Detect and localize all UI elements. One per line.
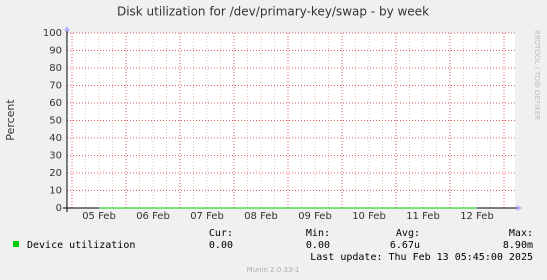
day-grid — [67, 32, 515, 209]
y-tick-label: 40 — [49, 133, 62, 144]
stat-header: Max: — [509, 228, 533, 239]
stat-value: 0.00 — [306, 240, 330, 251]
y-tick-label: 30 — [49, 151, 62, 162]
y-tick-label: 0 — [56, 203, 62, 214]
stat-value: 0.00 — [209, 240, 233, 251]
x-tick-label: 07 Feb — [190, 211, 224, 222]
chart-title: Disk utilization for /dev/primary-key/sw… — [117, 5, 429, 19]
plot-area — [67, 33, 515, 208]
y-tick-label: 80 — [49, 63, 62, 74]
y-tick-label: 10 — [49, 186, 62, 197]
x-arrow — [517, 205, 522, 211]
side-label: RRDTOOL / TOBI OETIKER — [533, 30, 541, 120]
x-tick-label: 05 Feb — [82, 211, 116, 222]
stat-header: Cur: — [209, 228, 233, 239]
last-update: Last update: Thu Feb 13 05:45:00 2025 — [310, 252, 533, 263]
y-tick-label: 50 — [49, 116, 62, 127]
x-tick-label: 11 Feb — [406, 211, 440, 222]
x-tick-label: 12 Feb — [460, 211, 494, 222]
x-tick-label: 08 Feb — [244, 211, 278, 222]
stat-value: 8.90m — [503, 240, 533, 251]
y-tick-label: 90 — [49, 46, 62, 57]
stat-header: Min: — [306, 228, 330, 239]
stat-value: 6.67u — [390, 240, 420, 251]
y-tick-label: 70 — [49, 81, 62, 92]
x-tick-label: 06 Feb — [136, 211, 170, 222]
stat-header: Avg: — [396, 228, 420, 239]
x-tick-label: 09 Feb — [298, 211, 332, 222]
y-axis-label: Percent — [4, 99, 17, 141]
footer: Munin 2.0.33-1 — [247, 266, 300, 274]
y-tick-label: 100 — [43, 28, 62, 39]
legend: Device utilization — [13, 240, 135, 251]
y-tick-label: 60 — [49, 98, 62, 109]
y-tick-label: 20 — [49, 168, 62, 179]
legend-swatch — [13, 241, 19, 247]
y-arrow — [64, 26, 70, 31]
legend-label: Device utilization — [27, 240, 135, 251]
x-tick-label: 10 Feb — [352, 211, 386, 222]
